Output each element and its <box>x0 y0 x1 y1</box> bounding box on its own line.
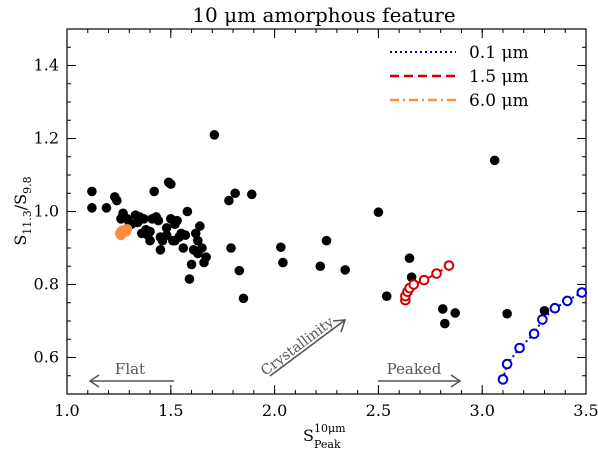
model-point-model_0.1um <box>501 358 513 370</box>
observed-point <box>190 228 201 239</box>
observed-point <box>178 243 189 253</box>
x-tick-label: 1.0 <box>54 401 79 420</box>
model-point-model_0.1um <box>549 302 561 314</box>
observed-point <box>184 274 195 284</box>
observed-point <box>502 308 512 319</box>
observed-point <box>278 257 288 268</box>
y-label-slash: /S <box>11 194 30 210</box>
y-tick-label: 1.2 <box>34 129 59 148</box>
legend-label-0.1um: 0.1 μm <box>469 43 529 63</box>
model-markers <box>114 224 588 385</box>
x-tick-label: 3.0 <box>469 401 494 420</box>
observed-point <box>209 130 220 140</box>
x-tick-label: 2.0 <box>262 401 287 420</box>
model-point-model_0.1um <box>562 295 573 307</box>
observed-point <box>381 291 392 301</box>
y-axis-label: S11.3/S9.8 <box>11 176 34 245</box>
x-tick-label: 2.5 <box>366 401 391 420</box>
observed-point <box>153 215 164 226</box>
observed-point <box>172 215 182 226</box>
peaked-arrowhead <box>450 374 462 388</box>
observed-point <box>145 226 155 237</box>
observed-point <box>161 223 172 233</box>
observed-point <box>192 235 203 246</box>
legend: 0.1 μm 1.5 μm 6.0 μm <box>390 43 529 111</box>
observed-point <box>276 242 286 253</box>
observed-point <box>404 253 415 264</box>
observed-point <box>246 189 257 200</box>
crystallinity-label: Crystallinity <box>258 314 337 379</box>
observed-point <box>101 203 112 213</box>
observed-point <box>440 318 450 329</box>
observed-point <box>539 305 550 316</box>
y-tick-label: 1.0 <box>34 202 59 221</box>
observed-point <box>226 243 236 253</box>
model-point-model_1.5um <box>408 279 419 290</box>
x-label-main: S <box>303 426 314 445</box>
observed-point <box>340 265 350 275</box>
observed-point <box>230 188 240 199</box>
annotations: Flat Crystallinity Peaked <box>88 314 462 388</box>
axis-ticks: 1.0 1.5 2.0 2.5 3.0 3.5 0.6 0.8 1.0 1.2 1.4 <box>34 28 598 420</box>
legend-label-1.5um: 1.5 μm <box>469 67 529 87</box>
x-tick-label: 3.5 <box>573 401 598 420</box>
model-point-model_1.5um <box>431 268 442 279</box>
y-tick-label: 1.4 <box>34 56 59 75</box>
model-point-model_0.1um <box>576 287 588 298</box>
model-point-model_0.1um <box>514 342 525 354</box>
observed-point <box>161 230 172 241</box>
observed-point <box>182 206 193 217</box>
y-label-sub2: 9.8 <box>21 176 34 194</box>
crystallinity-arrow-line <box>269 319 346 377</box>
flat-arrowhead <box>88 374 100 388</box>
observed-point <box>238 293 249 304</box>
observed-point <box>166 179 176 189</box>
model-point-model_6.0um <box>115 230 126 241</box>
observed-point <box>201 252 211 262</box>
observed-point <box>149 186 159 197</box>
model-point-model_1.5um <box>443 260 455 271</box>
model-point-model_6.0um <box>122 224 133 235</box>
model-point-model_0.1um <box>528 328 540 340</box>
observed-point <box>321 235 332 246</box>
observed-point <box>195 221 205 231</box>
x-tick-label: 1.5 <box>158 401 183 420</box>
chart-title: 10 μm amorphous feature <box>192 3 455 27</box>
observed-point <box>145 235 155 246</box>
observed-point <box>186 259 197 270</box>
observed-points <box>87 130 550 329</box>
observed-point <box>139 214 149 224</box>
x-label-sub: Peak <box>314 438 341 451</box>
observed-point <box>112 195 122 206</box>
observed-point <box>87 186 97 197</box>
observed-point <box>234 265 245 276</box>
observed-point <box>180 230 191 241</box>
observed-point <box>315 261 326 272</box>
x-label-sup: 10μm <box>314 422 346 435</box>
observed-point <box>489 155 500 166</box>
legend-label-6.0um: 6.0 μm <box>469 91 529 111</box>
y-tick-label: 0.8 <box>34 275 59 294</box>
observed-point <box>450 308 461 318</box>
observed-point <box>224 195 234 206</box>
y-label-sub1: 11.3 <box>21 210 34 235</box>
crystallinity-arrowhead <box>332 319 347 333</box>
observed-point <box>87 203 97 213</box>
observed-point <box>437 304 448 314</box>
y-label-s1: S <box>11 235 30 246</box>
series-line-model_0.1um <box>502 291 583 380</box>
flat-label: Flat <box>115 360 145 378</box>
y-tick-label: 0.6 <box>34 348 59 367</box>
observed-point <box>373 207 384 218</box>
model-point-model_0.1um <box>497 374 509 385</box>
peaked-label: Peaked <box>387 360 442 378</box>
model-point-model_1.5um <box>418 274 430 286</box>
x-axis-label: S10μm Peak <box>303 422 346 451</box>
observed-point <box>197 243 207 253</box>
model-point-model_0.1um <box>537 314 548 325</box>
observed-point <box>155 245 166 255</box>
